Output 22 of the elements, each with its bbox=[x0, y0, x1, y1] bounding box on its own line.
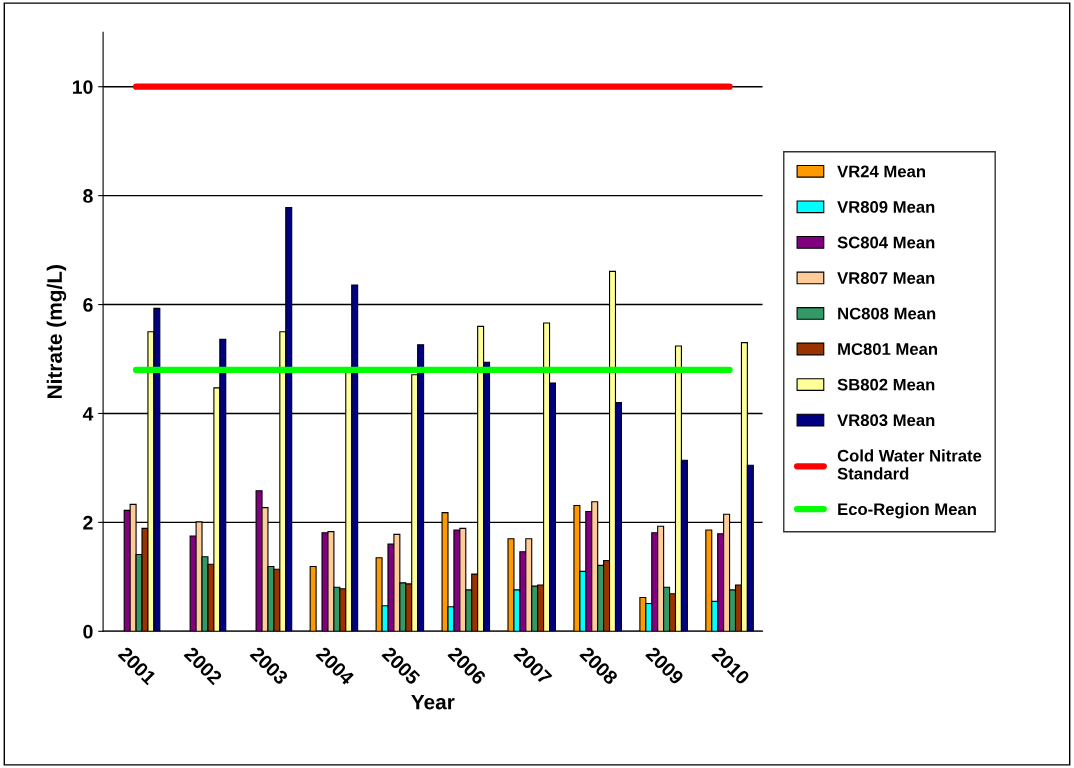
bar bbox=[507, 538, 515, 632]
y-tick-label: 8 bbox=[83, 189, 93, 203]
bar bbox=[375, 557, 383, 632]
bar bbox=[309, 565, 317, 632]
legend-label: Eco-Region Mean bbox=[838, 502, 976, 519]
legend-label: SC804 Mean bbox=[837, 236, 935, 249]
y-tick-label: 10 bbox=[72, 80, 93, 94]
y-tick-label: 6 bbox=[83, 298, 93, 312]
legend-label: SB802 Mean bbox=[837, 378, 935, 391]
legend-label: VR803 Mean bbox=[837, 414, 935, 427]
bar bbox=[705, 529, 713, 632]
legend-label: Cold Water Nitrate Standard bbox=[837, 449, 982, 480]
legend-label: VR807 Mean bbox=[837, 272, 935, 284]
y-axis-title: Nitrate (mg/L) bbox=[46, 265, 67, 399]
x-axis-title: Year bbox=[411, 694, 455, 710]
legend-label: VR809 Mean bbox=[837, 201, 935, 213]
y-tick-label: 4 bbox=[82, 407, 94, 421]
legend-label: MC801 Mean bbox=[838, 343, 938, 355]
y-tick-label: 2 bbox=[83, 515, 93, 530]
legend-label: VR24 Mean bbox=[837, 165, 925, 178]
y-tick-label: 0 bbox=[83, 624, 93, 639]
legend-label: NC808 Mean bbox=[838, 307, 936, 320]
